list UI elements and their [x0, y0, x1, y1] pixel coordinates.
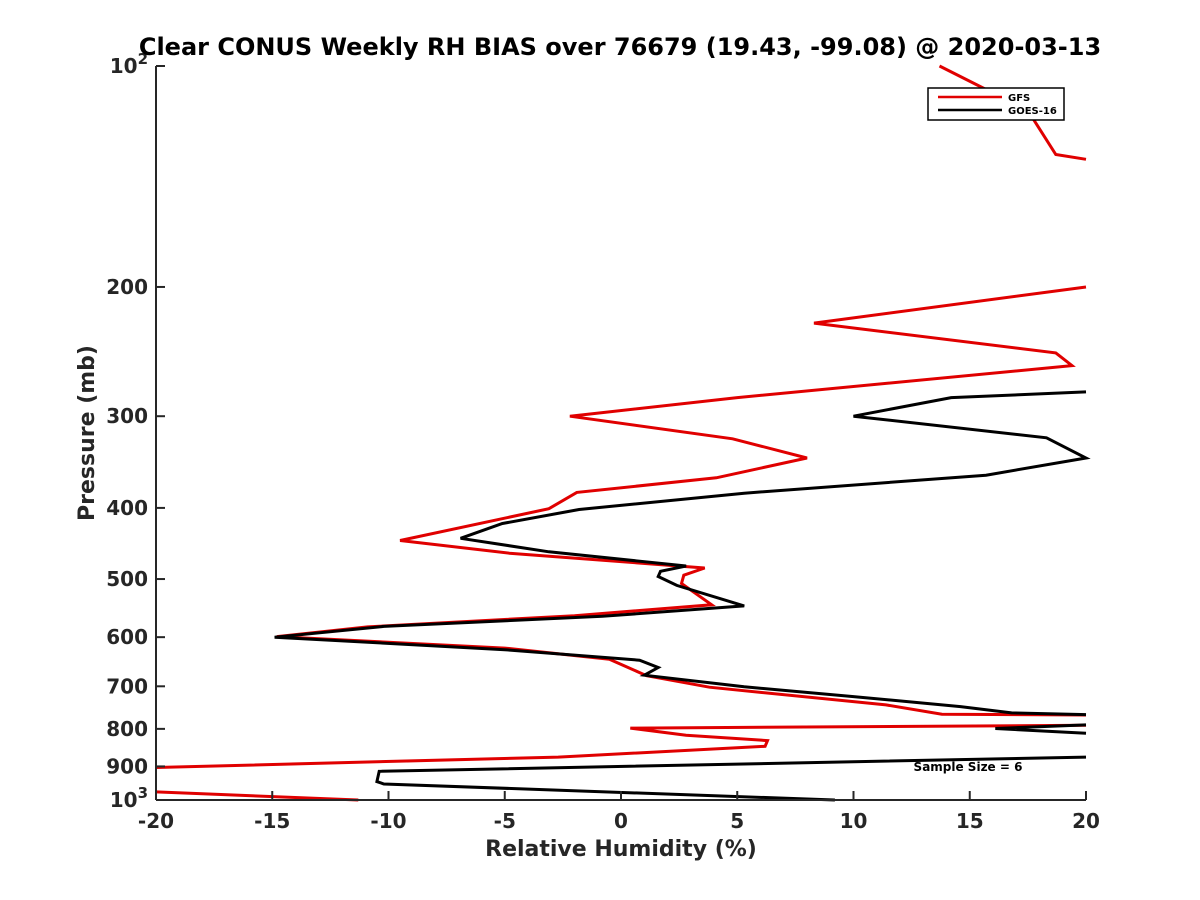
- ticks-layer: -20 -15 -10 -5 0 5 10 15 20 102 200 300 400 500 600 700…: [106, 50, 1100, 833]
- legend-box: [927, 87, 1065, 121]
- series-line-goes16: [995, 723, 1087, 735]
- y-tick-label: 700: [106, 674, 148, 698]
- x-tick-label: -10: [370, 809, 406, 833]
- series-line-gfs: [276, 285, 1087, 717]
- legend-label-goes16: GOES-16: [1008, 106, 1057, 117]
- x-tick-label: 15: [956, 809, 984, 833]
- y-tick-label: 400: [106, 496, 148, 520]
- series-line-gfs: [155, 790, 359, 802]
- y-tick-label: 102: [110, 50, 148, 78]
- y-tick-label: 300: [106, 404, 148, 428]
- x-tick-label: -15: [254, 809, 290, 833]
- series-line-gfs: [155, 723, 1087, 769]
- series-line-goes16: [375, 755, 1087, 802]
- x-tick-label: 0: [614, 809, 628, 833]
- x-axis-label: Relative Humidity (%): [485, 837, 757, 862]
- y-tick-label: 800: [106, 717, 148, 741]
- y-tick-label: 200: [106, 275, 148, 299]
- x-tick-label: -5: [494, 809, 516, 833]
- series-layer: [155, 64, 1091, 802]
- y-tick-label: 600: [106, 625, 148, 649]
- sample-size-annotation: Sample Size = 6: [914, 760, 1023, 774]
- y-tick-label: 900: [106, 754, 148, 778]
- x-tick-label: 10: [840, 809, 868, 833]
- y-axis-label: Pressure (mb): [75, 345, 100, 521]
- legend: GFS GOES-16: [927, 87, 1065, 121]
- x-tick-label: 20: [1072, 809, 1100, 833]
- x-tick-label: 5: [730, 809, 744, 833]
- axes-layer: [155, 66, 1086, 801]
- legend-label-gfs: GFS: [1008, 93, 1030, 104]
- series-line-goes16: [274, 390, 1091, 717]
- y-tick-label: 500: [106, 567, 148, 591]
- x-tick-label: -20: [138, 809, 174, 833]
- y-tick-label: 103: [110, 784, 148, 812]
- chart-title: Clear CONUS Weekly RH BIAS over 76679 (1…: [139, 33, 1101, 61]
